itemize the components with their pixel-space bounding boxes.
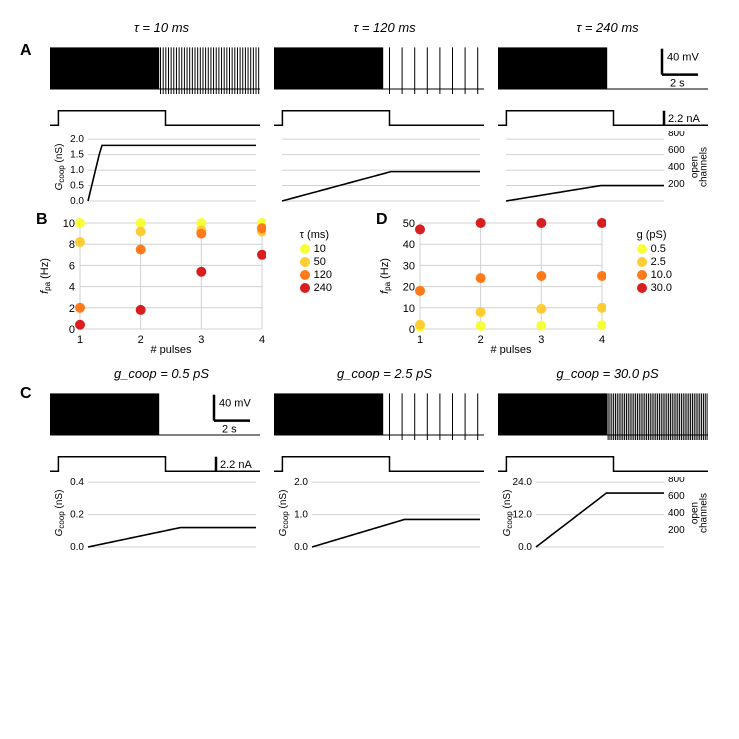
- svg-text:4: 4: [259, 334, 265, 346]
- svg-text:0.0: 0.0: [70, 196, 84, 205]
- title-g05: g_coop = 0.5 pS: [62, 366, 262, 381]
- current-step: [274, 105, 484, 131]
- svg-text:200: 200: [668, 179, 685, 190]
- svg-text:400: 400: [668, 162, 685, 173]
- voltage-trace: [498, 387, 708, 451]
- svg-text:fpa (Hz): fpa (Hz): [39, 258, 52, 294]
- svg-text:channels: channels: [699, 493, 709, 533]
- gcoop-trace: [274, 131, 484, 205]
- title-tau10: τ = 10 ms: [62, 20, 262, 35]
- figure-root: τ = 10 ms τ = 120 ms τ = 240 ms A 0.0 0.5…: [20, 20, 719, 551]
- current-step: 2.2 nA: [50, 451, 260, 477]
- svg-text:40: 40: [403, 239, 415, 251]
- svg-text:2 s: 2 s: [670, 78, 685, 90]
- svg-text:24.0: 24.0: [513, 477, 533, 488]
- svg-text:10: 10: [403, 303, 415, 315]
- svg-text:30: 30: [403, 260, 415, 272]
- svg-text:1: 1: [77, 334, 83, 346]
- panelA: 0.0 0.5 1.0 1.5 2.0 Gcoop (nS) 40 mV 2 s 2.2 nA 2…: [50, 41, 719, 205]
- title-g30: g_coop = 30.0 pS: [508, 366, 708, 381]
- legend: g (pS)0.52.510.030.0: [637, 229, 672, 295]
- voltage-trace: 40 mV 2 s: [50, 387, 260, 451]
- svg-text:0.2: 0.2: [70, 510, 84, 521]
- svg-text:0.4: 0.4: [70, 477, 84, 488]
- svg-text:40 mV: 40 mV: [219, 398, 251, 410]
- svg-text:50: 50: [403, 218, 415, 230]
- voltage-trace: [274, 41, 484, 105]
- svg-text:1: 1: [417, 334, 423, 346]
- panelC: 40 mV 2 s 2.2 nA 0.0 0.2 0.4 Gcoop (nS) 0.0 1.0 2…: [50, 387, 719, 551]
- svg-text:2.2 nA: 2.2 nA: [668, 113, 700, 125]
- svg-text:# pulses: # pulses: [151, 344, 192, 355]
- svg-text:20: 20: [403, 282, 415, 294]
- svg-text:2.2 nA: 2.2 nA: [220, 459, 252, 471]
- svg-text:2: 2: [138, 334, 144, 346]
- svg-text:200: 200: [668, 525, 685, 536]
- gcoop-trace: 200400600800openchannels: [498, 131, 708, 205]
- title-g25: g_coop = 2.5 pS: [285, 366, 485, 381]
- legend: τ (ms)1050120240: [300, 229, 332, 295]
- svg-text:2 s: 2 s: [222, 424, 237, 436]
- current-step: [274, 451, 484, 477]
- svg-text:Gcoop (nS): Gcoop (nS): [502, 490, 514, 537]
- svg-text:Gcoop (nS): Gcoop (nS): [54, 144, 66, 191]
- panelB-chart: 12340246810fpa (Hz)# pulsesτ (ms)1050120…: [36, 215, 266, 360]
- svg-text:4: 4: [599, 334, 605, 346]
- svg-text:4: 4: [69, 282, 75, 294]
- svg-text:1.0: 1.0: [70, 165, 84, 176]
- svg-text:10: 10: [63, 218, 75, 230]
- svg-text:0.0: 0.0: [294, 542, 308, 551]
- svg-text:Gcoop (nS): Gcoop (nS): [278, 490, 290, 537]
- svg-text:2.0: 2.0: [294, 477, 308, 488]
- svg-text:800: 800: [668, 477, 685, 485]
- svg-text:0: 0: [69, 324, 75, 336]
- panelD-chart: 123401020304050fpa (Hz)# pulsesg (pS)0.5…: [376, 215, 606, 360]
- svg-text:0.5: 0.5: [70, 181, 84, 192]
- panels-BD: B 12340246810fpa (Hz)# pulsesτ (ms)10501…: [20, 215, 719, 360]
- svg-text:fpa (Hz): fpa (Hz): [379, 258, 392, 294]
- svg-text:6: 6: [69, 260, 75, 272]
- panelC-titles: g_coop = 0.5 pS g_coop = 2.5 pS g_coop =…: [50, 366, 719, 381]
- gcoop-trace: 0.0 0.2 0.4 Gcoop (nS): [50, 477, 260, 551]
- gcoop-trace: 0.012.024.0Gcoop (nS)200400600800opencha…: [498, 477, 708, 551]
- svg-text:channels: channels: [699, 147, 709, 187]
- voltage-trace: [50, 41, 260, 105]
- panel-letter-A: A: [20, 42, 32, 60]
- svg-text:1.5: 1.5: [70, 150, 84, 161]
- svg-text:600: 600: [668, 145, 685, 156]
- svg-text:12.0: 12.0: [513, 510, 533, 521]
- svg-text:1.0: 1.0: [294, 510, 308, 521]
- panel-letter-C: C: [20, 385, 32, 403]
- voltage-trace: [274, 387, 484, 451]
- svg-text:0.0: 0.0: [518, 542, 532, 551]
- svg-text:2: 2: [478, 334, 484, 346]
- svg-text:600: 600: [668, 491, 685, 502]
- voltage-trace: 40 mV 2 s: [498, 41, 708, 105]
- title-tau120: τ = 120 ms: [285, 20, 485, 35]
- svg-text:3: 3: [198, 334, 204, 346]
- svg-text:2.0: 2.0: [70, 134, 84, 145]
- svg-text:800: 800: [668, 131, 685, 139]
- current-step: 2.2 nA: [498, 105, 708, 131]
- svg-text:400: 400: [668, 508, 685, 519]
- svg-text:0.0: 0.0: [70, 542, 84, 551]
- gcoop-trace: 0.0 1.0 2.0 Gcoop (nS): [274, 477, 484, 551]
- svg-text:8: 8: [69, 239, 75, 251]
- svg-text:Gcoop (nS): Gcoop (nS): [54, 490, 66, 537]
- svg-text:3: 3: [538, 334, 544, 346]
- svg-text:0: 0: [409, 324, 415, 336]
- title-tau240: τ = 240 ms: [508, 20, 708, 35]
- current-step: [50, 105, 260, 131]
- current-step: [498, 451, 708, 477]
- panelA-titles: τ = 10 ms τ = 120 ms τ = 240 ms: [50, 20, 719, 35]
- gcoop-trace: 0.0 0.5 1.0 1.5 2.0 Gcoop (nS): [50, 131, 260, 205]
- svg-text:2: 2: [69, 303, 75, 315]
- svg-text:# pulses: # pulses: [491, 344, 532, 355]
- svg-text:40 mV: 40 mV: [667, 52, 699, 64]
